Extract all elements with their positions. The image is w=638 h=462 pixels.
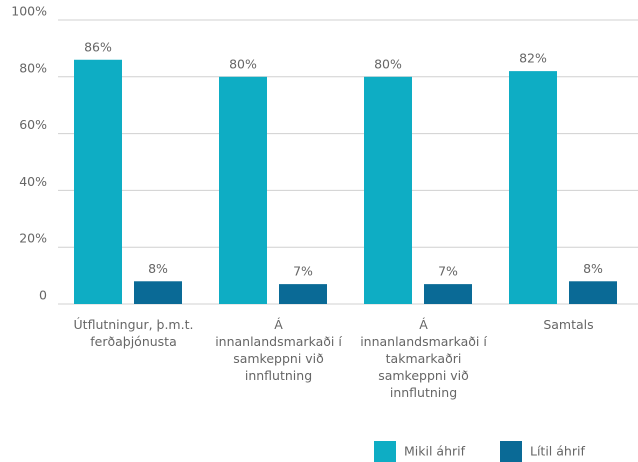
data-label: 86% <box>84 39 112 54</box>
y-tick-label: 100% <box>11 4 47 19</box>
bar <box>424 284 472 304</box>
bar <box>364 76 412 304</box>
data-label: 7% <box>438 264 458 279</box>
x-tick-label: Á innanlandsmarkaði í samkeppni við innf… <box>215 317 342 383</box>
bar <box>509 71 557 305</box>
x-tick-label: Á innanlandsmarkaði í takmarkaðri samkep… <box>360 317 487 400</box>
bar <box>279 284 327 304</box>
data-label: 7% <box>293 264 313 279</box>
legend-swatch <box>374 441 396 462</box>
y-tick-label: 40% <box>19 174 47 189</box>
data-label: 80% <box>374 56 402 71</box>
legend-label: Mikil áhrif <box>404 444 466 459</box>
x-tick-label: Samtals <box>543 317 594 332</box>
bar <box>134 281 182 304</box>
data-label: 8% <box>583 261 603 276</box>
bar <box>569 281 617 304</box>
legend-label: Lítil áhrif <box>530 444 585 459</box>
legend-swatch <box>500 441 522 462</box>
bar <box>74 59 122 305</box>
y-tick-label: 0 <box>39 288 47 303</box>
bar <box>219 76 267 304</box>
x-tick-label: Útflutningur, þ.m.t. ferðaþjónusta <box>73 317 194 349</box>
y-tick-label: 80% <box>19 60 47 75</box>
y-tick-label: 60% <box>19 117 47 132</box>
data-label: 8% <box>148 261 168 276</box>
data-label: 82% <box>519 51 547 66</box>
data-label: 80% <box>229 56 257 71</box>
y-tick-label: 20% <box>19 231 47 246</box>
